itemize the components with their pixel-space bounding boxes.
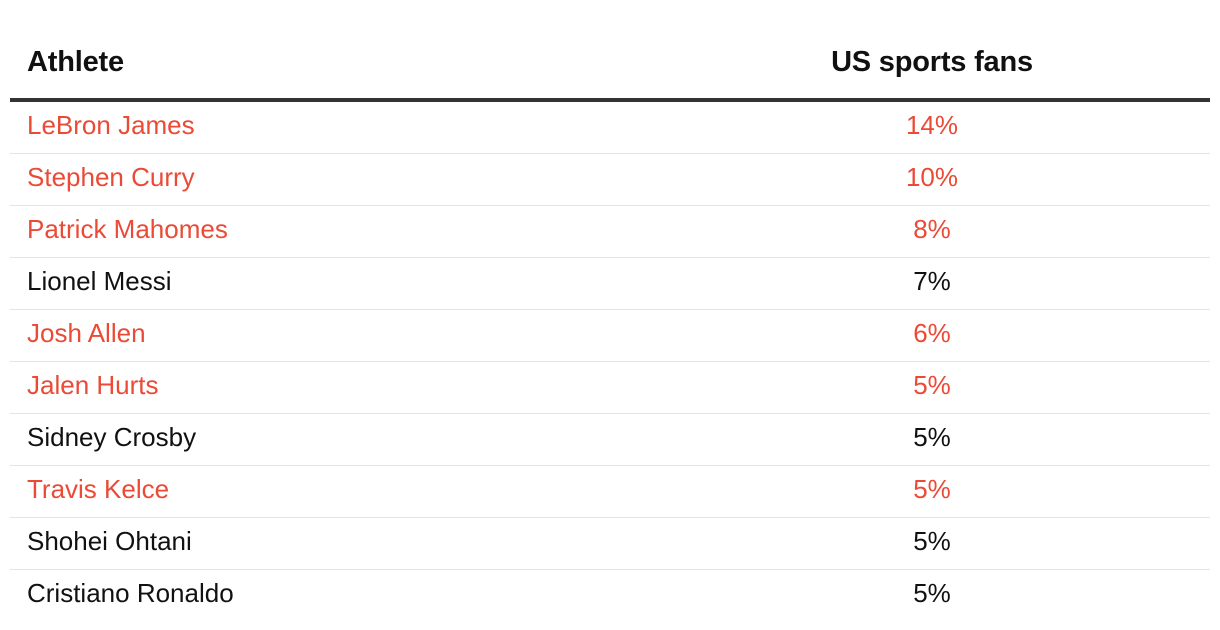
athlete-name-cell: Josh Allen <box>27 318 146 348</box>
table-row: Patrick Mahomes 8% <box>10 206 1210 258</box>
fan-percentage-cell: 8% <box>913 214 951 244</box>
fan-percentage-cell: 14% <box>905 110 959 140</box>
table-body: LeBron James 14% Stephen Curry 10% Patrick M… <box>10 102 1210 621</box>
header-divider <box>10 98 1210 102</box>
table-row: Travis Kelce 5% <box>10 466 1210 518</box>
table-row: Josh Allen 6% <box>10 310 1210 362</box>
fan-percentage-cell: 10% <box>905 162 959 192</box>
fan-percentage-cell: 7% <box>913 266 951 296</box>
athlete-name-cell: Sidney Crosby <box>27 422 197 452</box>
table-row: Stephen Curry 10% <box>10 154 1210 206</box>
table-row: Jalen Hurts 5% <box>10 362 1210 414</box>
column-header-us-sports-fans: US sports fans <box>831 46 1033 78</box>
column-header-athlete: Athlete <box>27 46 124 78</box>
athlete-name-cell: LeBron James <box>27 110 195 140</box>
table-row: Lionel Messi 7% <box>10 258 1210 310</box>
athlete-name-cell: Stephen Curry <box>27 162 195 192</box>
table-row: Shohei Ohtani 5% <box>10 518 1210 570</box>
fan-percentage-cell: 5% <box>913 578 951 608</box>
table-row: LeBron James 14% <box>10 102 1210 154</box>
table-header: Athlete US sports fans <box>10 38 1210 90</box>
fan-percentage-cell: 5% <box>913 526 951 556</box>
fan-percentage-cell: 5% <box>913 370 951 400</box>
athlete-name-cell: Cristiano Ronaldo <box>27 578 234 608</box>
athlete-name-cell: Shohei Ohtani <box>27 526 192 556</box>
fan-percentage-cell: 5% <box>913 422 951 452</box>
table-row: Sidney Crosby 5% <box>10 414 1210 466</box>
athlete-name-cell: Jalen Hurts <box>27 370 159 400</box>
athlete-name-cell: Lionel Messi <box>27 266 172 296</box>
athlete-name-cell: Patrick Mahomes <box>27 214 228 244</box>
fan-percentage-cell: 5% <box>913 474 951 504</box>
table-row: Cristiano Ronaldo 5% <box>10 570 1210 621</box>
fan-percentage-cell: 6% <box>913 318 951 348</box>
athlete-name-cell: Travis Kelce <box>27 474 170 504</box>
